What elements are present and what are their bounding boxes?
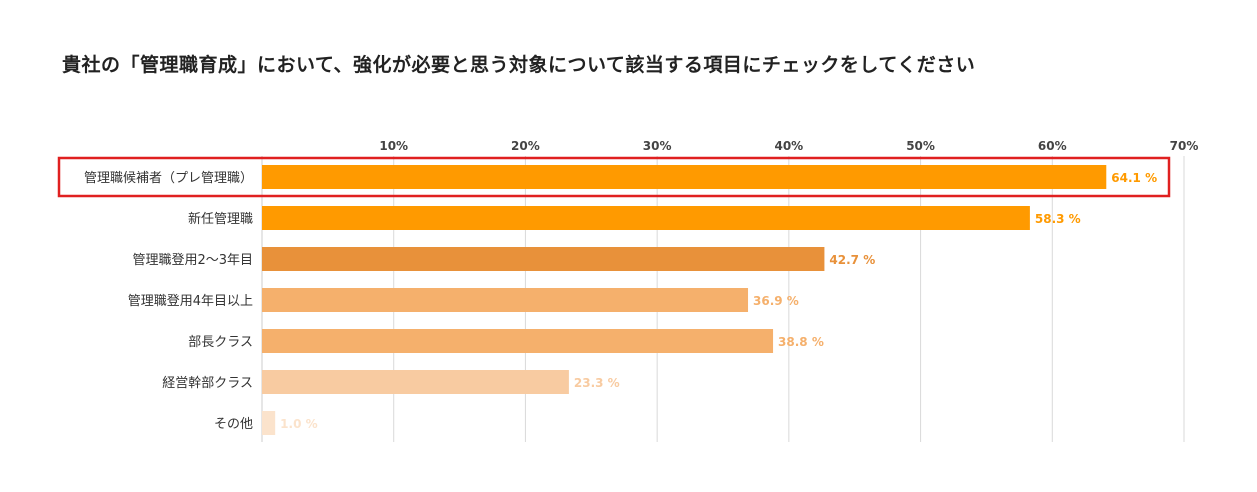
bar <box>262 288 749 312</box>
bar <box>262 329 774 353</box>
chart-title: 貴社の「管理職育成」において、強化が必要と思う対象について該当する項目にチェック… <box>62 54 976 76</box>
value-label: 36.9 % <box>753 294 799 308</box>
bar <box>262 247 825 271</box>
highlight-box <box>57 156 1171 198</box>
x-tick-label: 70% <box>1170 139 1199 153</box>
x-tick-label: 30% <box>643 139 672 153</box>
category-label: その他 <box>214 417 253 432</box>
category-label: 管理職候補者（プレ管理職） <box>84 171 253 186</box>
value-label: 38.8 % <box>778 335 824 349</box>
category-label: 新任管理職 <box>188 211 253 227</box>
category-label: 管理職登用4年目以上 <box>128 294 253 309</box>
category-label: 管理職登用2〜3年目 <box>132 253 253 268</box>
value-label: 58.3 % <box>1035 212 1081 226</box>
value-label: 64.1 % <box>1111 171 1157 185</box>
category-label: 経営幹部クラス <box>162 375 253 391</box>
bar <box>262 370 569 394</box>
x-tick-label: 40% <box>774 139 803 153</box>
bar <box>262 206 1030 230</box>
bar <box>262 411 276 435</box>
category-label: 部長クラス <box>188 335 253 350</box>
x-tick-label: 20% <box>511 139 540 153</box>
x-tick-label: 60% <box>1038 139 1067 153</box>
value-label: 1.0 % <box>280 417 317 431</box>
value-label: 23.3 % <box>574 376 620 390</box>
x-tick-label: 10% <box>379 139 408 153</box>
bar <box>262 165 1107 189</box>
value-label: 42.7 % <box>829 253 875 267</box>
x-tick-label: 50% <box>906 139 935 153</box>
